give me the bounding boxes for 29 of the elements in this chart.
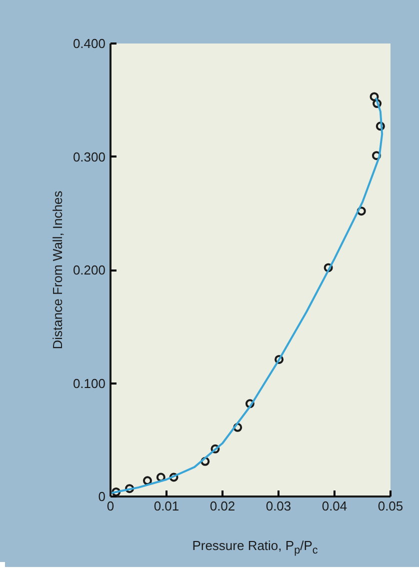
point — [142, 476, 152, 486]
point — [125, 484, 134, 494]
point — [372, 99, 382, 108]
y-tick-label: 0.200 — [72, 262, 106, 278]
point — [376, 122, 385, 131]
x-tick-label: 0.03 — [266, 498, 292, 514]
point — [112, 487, 121, 496]
x-tick-label: 0.02 — [210, 498, 236, 514]
point — [356, 206, 366, 216]
point — [200, 456, 210, 466]
y-tick-label: 0.400 — [72, 36, 106, 51]
point — [169, 472, 178, 482]
y-tick-label: 0 — [98, 489, 106, 504]
point — [245, 399, 254, 408]
point — [370, 92, 379, 102]
point — [210, 444, 220, 454]
point — [233, 422, 242, 432]
y-tick-label: 0.100 — [72, 376, 106, 391]
line-series — [110, 96, 384, 494]
point — [324, 263, 333, 272]
point — [274, 354, 284, 364]
x-tick-label: 0.05 — [378, 498, 404, 514]
point — [156, 472, 166, 482]
point — [372, 151, 381, 160]
y-axis-title: Distance From Wall, Inches — [50, 190, 65, 350]
x-tick-label: 0.01 — [154, 498, 180, 514]
x-axis-title: Pressure Ratio, P$_{p}$/P$_{c}$ — [192, 537, 318, 559]
y-tick-label: 0.300 — [72, 149, 106, 164]
x-tick-label: 0.04 — [322, 498, 348, 514]
